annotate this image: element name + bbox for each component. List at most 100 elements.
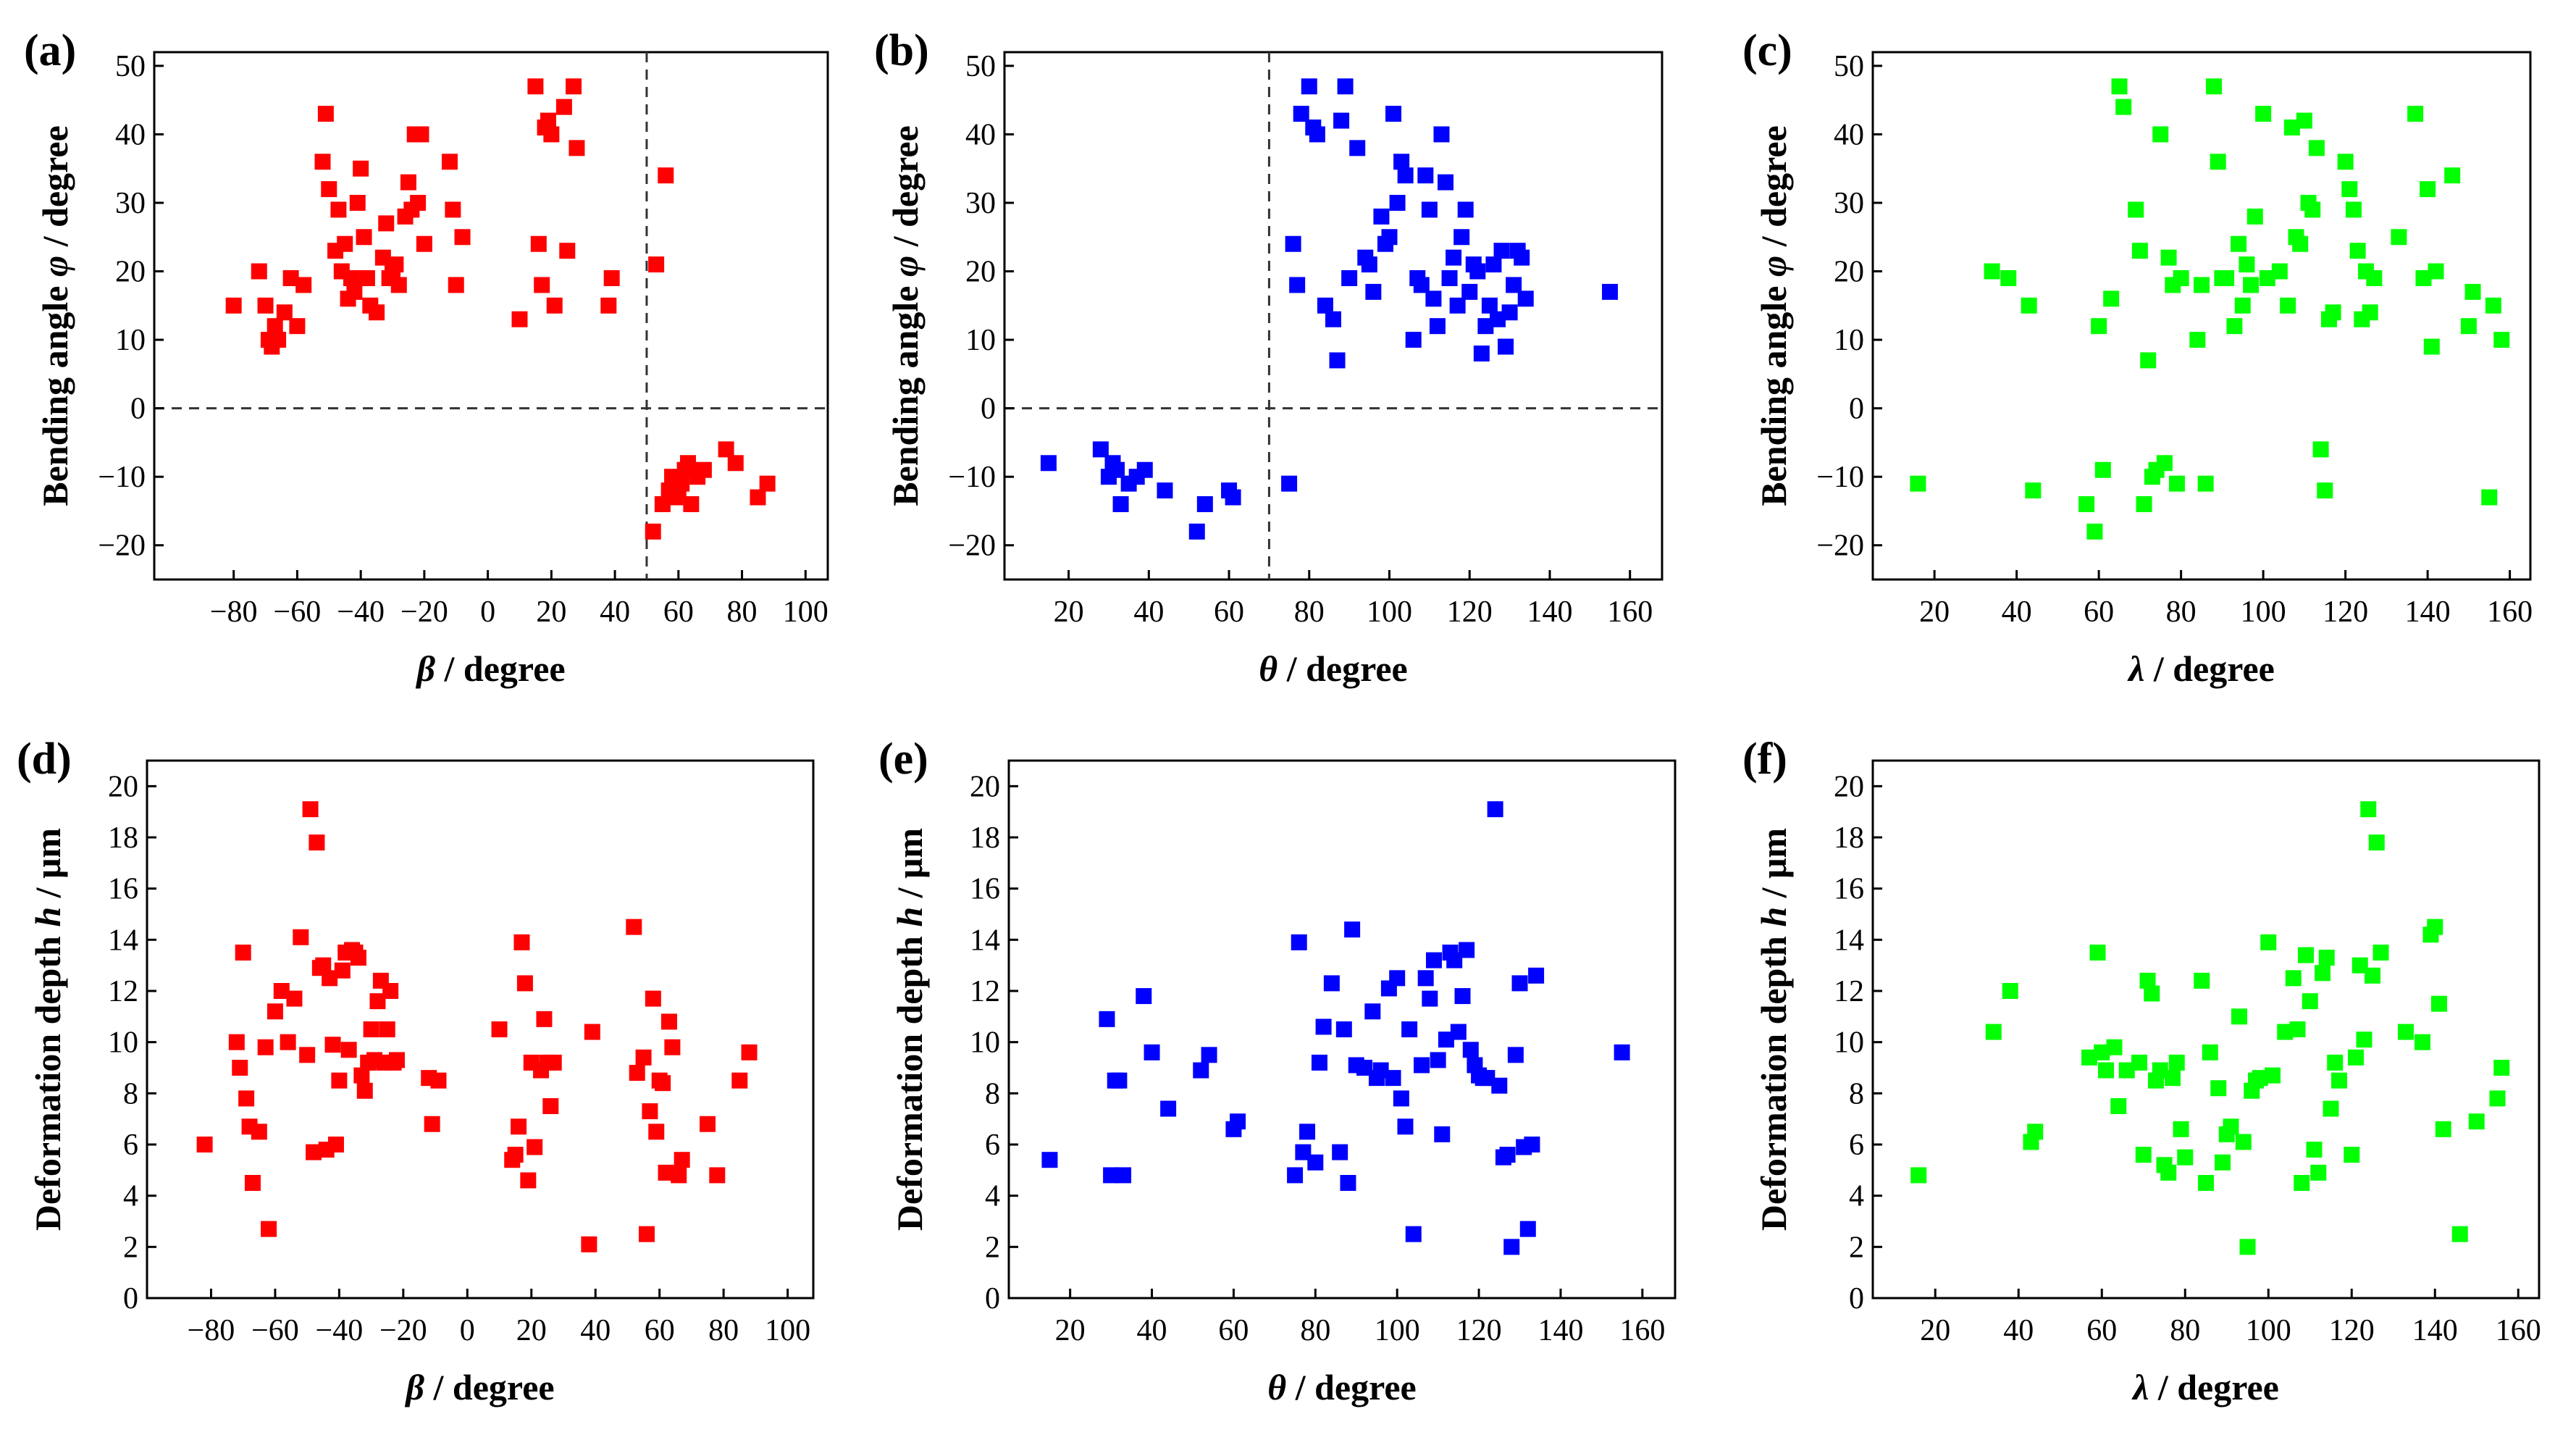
x-tick-label: 20 (1054, 595, 1084, 629)
data-point (750, 489, 766, 506)
data-point (448, 277, 464, 293)
data-point (1401, 1021, 1418, 1037)
data-point (1311, 1054, 1327, 1071)
data-point (2356, 1032, 2372, 1048)
data-point (648, 1124, 665, 1140)
x-axis-title: λ / degree (2127, 648, 2275, 689)
data-point (2312, 441, 2329, 458)
data-point (2231, 235, 2247, 252)
scatter-points (1910, 801, 2510, 1255)
data-point (225, 297, 242, 314)
x-tick-label: 80 (1294, 595, 1325, 629)
y-axis-title: Bending angle φ / degree (1753, 125, 1794, 506)
data-point (1365, 283, 1382, 300)
data-point (1473, 346, 1490, 361)
data-point (1285, 235, 1301, 252)
data-point (1389, 970, 1406, 987)
data-point (1985, 1024, 2002, 1040)
x-tick-label: 40 (1137, 1314, 1167, 1347)
data-point (1393, 154, 1410, 170)
data-point (2025, 482, 2042, 499)
x-tick-label: −40 (316, 1314, 364, 1347)
data-point (1514, 249, 1530, 266)
y-axis-title: Deformation depth h / μm (1753, 828, 1794, 1231)
y-tick-label: 6 (1849, 1129, 1864, 1162)
y-tick-label: −10 (98, 461, 146, 494)
data-point (679, 455, 696, 472)
x-tick-label: 140 (2405, 595, 2451, 629)
y-tick-label: 6 (123, 1129, 138, 1162)
y-tick-label: 0 (1849, 1282, 1864, 1315)
data-point (2000, 270, 2017, 286)
data-point (1329, 352, 1346, 369)
data-point (293, 929, 309, 945)
x-tick-label: 0 (480, 595, 495, 629)
data-point (2289, 1021, 2306, 1037)
data-point (2128, 201, 2144, 218)
data-point (1115, 1167, 1132, 1184)
x-tick-label: 80 (2166, 595, 2197, 629)
x-tick-label: −20 (400, 595, 448, 629)
data-point (536, 1011, 553, 1027)
data-point (1449, 297, 1466, 314)
y-tick-label: 14 (1834, 924, 1864, 957)
data-point (2420, 181, 2436, 198)
data-point (1372, 1062, 1389, 1079)
data-point (379, 1021, 395, 1037)
data-point (2140, 352, 2157, 369)
scatter-points (1910, 78, 2510, 540)
data-point (1506, 277, 1522, 293)
data-point (2194, 277, 2210, 293)
data-point (530, 235, 547, 252)
data-point (2360, 801, 2377, 818)
data-point (569, 140, 585, 156)
data-point (289, 318, 306, 335)
data-point (2156, 455, 2173, 472)
data-point (2283, 120, 2300, 135)
data-point (257, 297, 274, 314)
data-point (1291, 934, 1307, 950)
x-tick-label: 100 (765, 1314, 810, 1347)
x-tick-label: 160 (1619, 1314, 1665, 1347)
y-tick-label: 2 (123, 1231, 138, 1264)
data-point (1501, 304, 1518, 321)
data-point (389, 1052, 405, 1068)
data-point (330, 201, 347, 218)
data-point (674, 1152, 690, 1168)
y-tick-label: 0 (981, 393, 996, 426)
data-point (327, 1137, 344, 1152)
data-point (1341, 270, 1358, 286)
data-point (674, 475, 690, 492)
panel-c: 20 40 60 80 100 120 140 160 −20 −10 0 10 20 30 40 50 λ /… (1742, 26, 2533, 689)
data-point (282, 270, 299, 286)
y-tick-label: 10 (965, 324, 996, 357)
data-point (2485, 297, 2501, 314)
y-tick-label: 8 (1849, 1077, 1864, 1110)
y-tick-label: 12 (1834, 975, 1864, 1008)
data-point (2081, 1049, 2097, 1066)
data-point (1393, 1090, 1409, 1107)
data-point (660, 1013, 677, 1030)
data-point (2292, 235, 2309, 252)
data-point (543, 126, 560, 143)
data-point (1433, 126, 1450, 143)
data-point (270, 332, 287, 348)
data-point (2310, 1164, 2327, 1181)
y-tick-label: 14 (108, 924, 138, 957)
data-point (2337, 154, 2354, 170)
data-point (1485, 256, 1502, 273)
data-point (196, 1137, 213, 1152)
x-tick-label: 20 (1919, 595, 1950, 629)
data-point (1498, 338, 1514, 355)
data-point (2152, 1062, 2168, 1079)
data-point (1157, 482, 1173, 499)
data-point (1337, 78, 1354, 95)
x-tick-label: 20 (536, 595, 566, 629)
data-point (1446, 952, 1463, 968)
data-point (1385, 106, 1402, 122)
data-point (1454, 988, 1471, 1005)
data-point (2317, 482, 2333, 499)
data-point (1417, 167, 1434, 184)
data-point (683, 496, 700, 512)
data-point (664, 1039, 681, 1055)
